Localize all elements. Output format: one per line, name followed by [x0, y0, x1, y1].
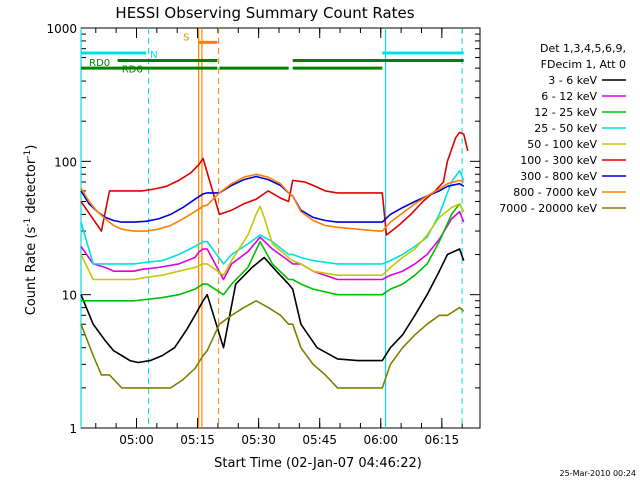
- rd6-flag-label: RD6: [122, 65, 143, 76]
- y-tick-label: 100: [54, 155, 77, 169]
- series-line-6: [80, 175, 465, 223]
- legend-entry-label: 3 - 6 keV: [548, 74, 597, 87]
- x-tick-label: 06:15: [425, 433, 460, 447]
- footer-timestamp: 25-Mar-2010 00:24: [560, 469, 637, 478]
- series-line-1: [80, 210, 465, 281]
- y-tick-label: 1: [69, 422, 77, 436]
- s-flag-label: S: [183, 32, 189, 43]
- y-axis-label: Count Rate (s-1 detector-1): [23, 145, 39, 316]
- x-tick-label: 05:15: [180, 433, 215, 447]
- series-line-4: [80, 203, 465, 281]
- legend-entry-label: 25 - 50 keV: [534, 122, 597, 135]
- y-tick-label: 1000: [46, 22, 77, 36]
- x-tick-label: 06:00: [363, 433, 398, 447]
- n-flag-label: N: [150, 50, 157, 61]
- series-line-0: [80, 248, 465, 364]
- series-line-2: [81, 203, 465, 302]
- legend-entry-label: 800 - 7000 keV: [513, 186, 597, 199]
- legend-entry-label: 7000 - 20000 keV: [499, 202, 597, 215]
- x-tick-label: 05:45: [302, 433, 337, 447]
- x-tick-label: 05:00: [119, 433, 154, 447]
- x-axis-label: Start Time (02-Jan-07 04:46:22): [214, 456, 422, 471]
- plot-area: 1 10 100 1000 05:00 05:15 05:30 05:45 06:00 06:15…: [46, 22, 481, 447]
- legend-header: Det 1,3,4,5,6,9,: [540, 42, 626, 55]
- chart-title: HESSI Observing Summary Count Rates: [115, 4, 414, 22]
- legend-header: FDecim 1, Att 0: [541, 58, 626, 71]
- legend-entry-label: 100 - 300 keV: [520, 154, 597, 167]
- legend-entry-label: 50 - 100 keV: [527, 138, 597, 151]
- rd0-flag-label: RD0: [89, 58, 110, 69]
- series-line-7: [80, 173, 464, 232]
- legend-entry-label: 6 - 12 keV: [541, 90, 597, 103]
- x-tick-label: 05:30: [241, 433, 276, 447]
- y-tick-label: 10: [62, 289, 77, 303]
- legend: Det 1,3,4,5,6,9, FDecim 1, Att 0 3 - 6 keV…: [499, 42, 626, 215]
- legend-entry-label: 300 - 800 keV: [520, 170, 597, 183]
- legend-entry-label: 12 - 25 keV: [534, 106, 597, 119]
- series-line-8: [80, 299, 465, 389]
- series-line-5: [80, 131, 469, 236]
- plot-frame: [80, 27, 481, 429]
